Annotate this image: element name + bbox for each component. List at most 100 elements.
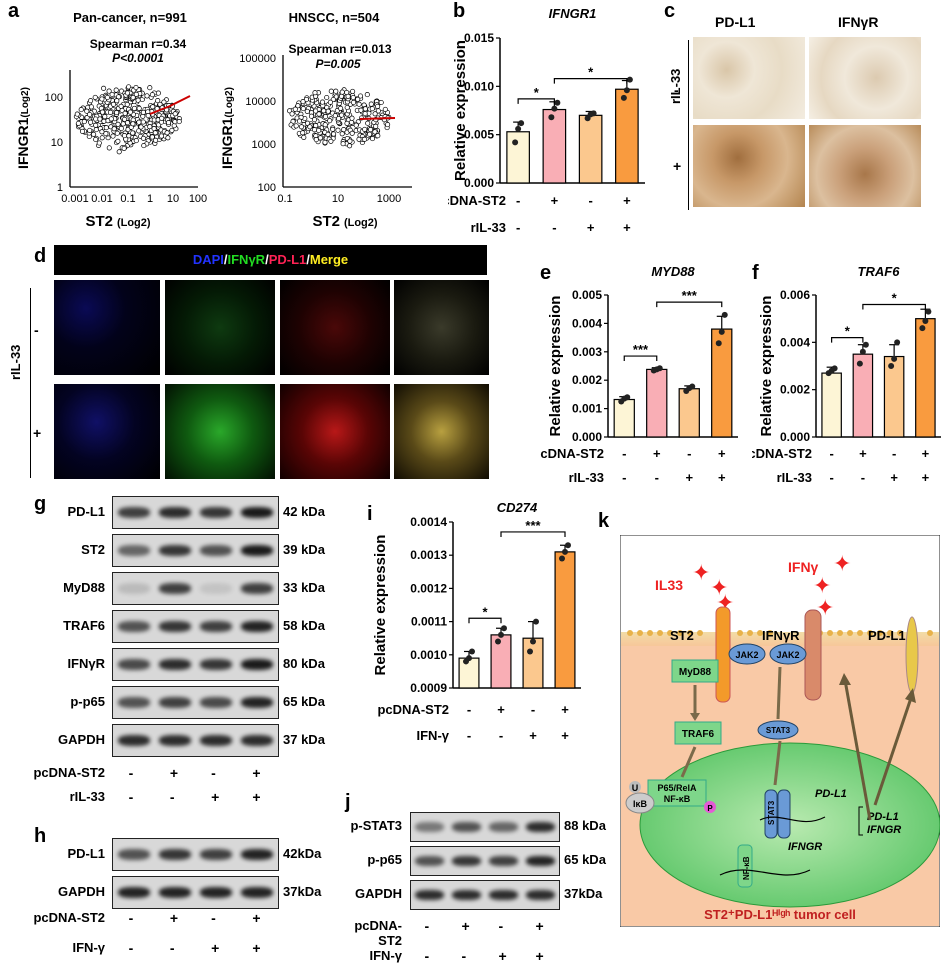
scatter-point [107, 109, 114, 115]
blot-band [489, 889, 518, 901]
scatter-point [327, 99, 333, 105]
blot-band [200, 696, 233, 709]
treatment-sign: - [622, 446, 626, 461]
jak2-right [769, 643, 807, 665]
blot-treatment-sign: + [252, 765, 261, 781]
star-icon: ✦ [692, 560, 710, 585]
scatter-point [332, 113, 338, 119]
blot-band [117, 544, 150, 557]
scatter-point [328, 138, 334, 144]
blot-treatment-sign: - [128, 765, 134, 781]
treatment-sign: - [861, 470, 865, 485]
panel-letter-g: g [34, 493, 47, 515]
scatter-point [369, 136, 376, 142]
blot-band [200, 544, 233, 557]
stat3-dimer-b [777, 789, 791, 839]
blot-band [117, 696, 150, 709]
scatter-point [322, 122, 328, 128]
y-axis-label: Relative expression [547, 296, 564, 437]
treatment-sign: - [829, 446, 833, 461]
blot-row-label: p-p65 [367, 852, 402, 867]
scatter-point [114, 98, 120, 104]
chart-title: MYD88 [651, 264, 695, 279]
scatter-point [339, 89, 345, 95]
scatter-point [171, 123, 177, 129]
scatter-point [93, 127, 99, 133]
scatter-point [93, 122, 99, 128]
scatter-point [158, 133, 165, 139]
treatment-sign: - [516, 193, 520, 208]
data-point [919, 325, 926, 332]
ihc-image-pdl1-minus [693, 37, 805, 119]
blot-strip [112, 724, 279, 757]
scatter-point [350, 88, 356, 94]
data-point [469, 648, 475, 655]
ikb-protein [625, 792, 655, 814]
scatter-point [172, 111, 178, 117]
scatter-point [145, 113, 151, 119]
scatter-point [305, 120, 311, 126]
scatter-point [311, 117, 318, 123]
bar [883, 355, 905, 438]
bar [852, 353, 874, 438]
treatment-label: rIL-33 [471, 220, 506, 235]
data-point [623, 87, 630, 94]
chart-title: IFNGR1 [549, 6, 597, 21]
treatment-sign: - [829, 470, 833, 485]
data-point [656, 365, 663, 372]
significance-bracket [623, 355, 658, 362]
scatter-point [301, 134, 307, 140]
scatter-point [365, 120, 371, 126]
scatter-right-title: HNSCC, n=504 [289, 10, 380, 25]
if-dapi-plus [54, 384, 160, 479]
scatter-right-ytick: 100 [258, 182, 276, 194]
scatter-point [324, 94, 330, 101]
scatter-point [344, 104, 350, 111]
label-nfkb: NF-κB [664, 794, 691, 804]
blot-treatment-sign: + [535, 918, 544, 934]
blot-kda-label: 65 kDa [283, 693, 325, 709]
scatter-point [130, 130, 136, 136]
y-tick-label: 0.001 [572, 402, 602, 416]
if-pdl1-plus [280, 384, 390, 479]
scatter-point [356, 101, 362, 107]
scatter-left-ytick: 10 [51, 137, 63, 149]
scatter-point [338, 93, 345, 99]
scatter-point [115, 121, 121, 127]
ihc-col-pdl1: PD-L1 [715, 14, 756, 30]
scatter-right-ytick: 100000 [239, 53, 276, 65]
scatter-point [345, 93, 351, 99]
significance-bracket [500, 531, 566, 537]
if-header-part: / [265, 252, 269, 267]
scatter-right-ylabel: IFNGR1(Log2) [219, 87, 235, 169]
scatter-right-fit [359, 117, 396, 120]
gene-pdl1: PD-L1 [815, 788, 847, 800]
blot-kda-label: 33 kDa [283, 579, 325, 595]
data-point [548, 114, 555, 121]
ihc-col-ifngr: IFNγR [838, 14, 879, 30]
blot-band [415, 821, 444, 833]
scatter-point [121, 145, 127, 151]
data-point [554, 99, 561, 106]
treatment-label: pcDNA-ST2 [448, 193, 506, 208]
scatter-point [333, 88, 339, 94]
scatter-point [159, 115, 165, 121]
scatter-point [353, 122, 359, 128]
blot-band [415, 855, 444, 867]
scatter-point [122, 110, 128, 116]
scatter-point [101, 118, 107, 124]
blot-kda-label: 80 kDa [283, 655, 325, 671]
scatter-point [81, 119, 87, 125]
bar [542, 108, 567, 184]
scatter-point [367, 131, 373, 137]
scatter-point [88, 104, 94, 110]
scatter-point [151, 126, 157, 132]
bar [915, 318, 936, 438]
treatment-sign: + [529, 728, 537, 743]
scatter-point [364, 92, 370, 98]
st2-receptor [715, 606, 731, 703]
scatter-point [133, 138, 139, 144]
treatment-sign: - [467, 728, 471, 743]
blot-kda-label: 58 kDa [283, 617, 325, 633]
